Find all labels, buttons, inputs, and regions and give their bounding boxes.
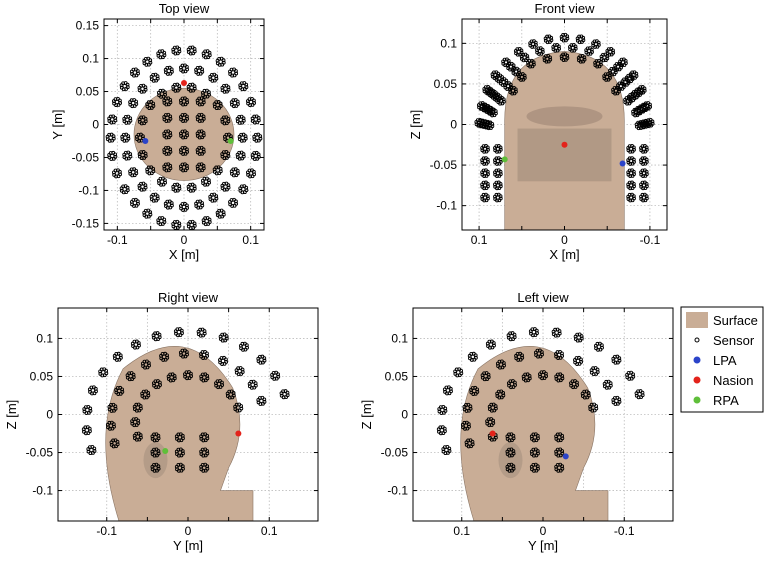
x-tick-label: 0	[185, 524, 192, 538]
x-tick-label: -0.1	[107, 233, 128, 247]
nasion-dot	[693, 376, 701, 384]
head-render-left	[436, 327, 645, 521]
rpa-dot	[693, 396, 701, 404]
y-tick-label: 0	[92, 118, 99, 132]
x-axis-label: X [m]	[549, 247, 579, 262]
x-axis-label: Y [m]	[528, 538, 558, 553]
legend-label: Nasion	[713, 373, 753, 388]
panel-title: Left view	[517, 290, 569, 305]
nasion-marker	[561, 141, 568, 148]
panel-title: Right view	[158, 290, 219, 305]
y-tick-label: 0	[46, 408, 53, 422]
lpa-marker	[562, 453, 569, 460]
panel-title: Top view	[159, 1, 210, 16]
y-tick-label: -0.1	[78, 183, 99, 197]
y-tick-label: 0.05	[385, 369, 409, 383]
y-tick-label: 0.05	[76, 85, 100, 99]
y-tick-label: -0.15	[72, 216, 100, 230]
lpa-dot	[693, 356, 701, 364]
panel-top: -0.1 0 0.1 0.15 0.1 0.05 0 -0.05 -0.1 -0.15 Top vi…	[50, 1, 265, 262]
y-tick-label: -0.1	[436, 199, 457, 213]
legend-label: LPA	[713, 353, 737, 368]
y-tick-label: -0.05	[381, 446, 409, 460]
sensor-circle	[694, 337, 700, 343]
y-axis-label: Z [m]	[359, 400, 374, 430]
rpa-marker	[501, 156, 508, 163]
scalp-surface	[133, 87, 235, 181]
y-tick-label: 0.05	[30, 369, 54, 383]
x-tick-label: -0.1	[640, 233, 661, 247]
rpa-marker	[227, 137, 234, 144]
nasion-marker	[235, 430, 242, 437]
rpa-marker	[162, 448, 169, 455]
y-tick-label: -0.05	[26, 446, 54, 460]
x-axis-label: Y [m]	[173, 538, 203, 553]
y-tick-label: 0	[450, 118, 457, 132]
lpa-marker	[619, 160, 626, 167]
face-features	[517, 128, 612, 182]
ear	[498, 442, 523, 479]
y-axis-label: Y [m]	[50, 109, 65, 139]
lpa-marker	[142, 137, 149, 144]
legend-label: Surface	[713, 313, 758, 328]
y-axis-label: Z [m]	[408, 110, 423, 140]
x-tick-label: 0	[181, 233, 188, 247]
x-tick-label: 0.1	[471, 233, 488, 247]
x-tick-label: -0.1	[614, 524, 635, 538]
ear	[143, 442, 168, 479]
y-tick-label: 0.1	[440, 36, 457, 50]
y-tick-label: -0.05	[72, 150, 100, 164]
legend: Surface Sensor LPA Nasion RPA	[680, 306, 764, 413]
panel-front: 0.1 0 -0.1 0.1 0.05 0 -0.05 -0.1 Front view X [m]…	[408, 1, 668, 262]
y-tick-label: 0.1	[36, 331, 53, 345]
panel-title: Front view	[535, 1, 596, 16]
y-tick-label: 0	[401, 408, 408, 422]
nasion-marker	[489, 430, 496, 437]
head-render-top	[105, 45, 263, 230]
legend-label: RPA	[713, 393, 739, 408]
panel-right: -0.1 0 0.1 0.1 0.05 0 -0.05 -0.1 Right view Y [m]…	[4, 290, 319, 553]
nasion-marker	[181, 79, 187, 86]
x-tick-label: 0.1	[242, 233, 259, 247]
panel-left: 0.1 0 -0.1 0.1 0.05 0 -0.05 -0.1 Left view Y [m] Z…	[359, 290, 674, 553]
y-tick-label: 0.1	[391, 331, 408, 345]
y-tick-label: 0.05	[434, 77, 458, 91]
y-axis-label: Z [m]	[4, 400, 19, 430]
y-tick-label: -0.05	[430, 158, 458, 172]
x-tick-label: 0.1	[261, 524, 278, 538]
x-tick-label: 0	[540, 524, 547, 538]
head-render-front	[474, 32, 655, 230]
x-axis-label: X [m]	[169, 247, 199, 262]
y-tick-label: -0.1	[32, 484, 53, 498]
head-render-right	[81, 327, 290, 521]
x-tick-label: 0.1	[453, 524, 470, 538]
x-tick-label: 0	[561, 233, 568, 247]
legend-label: Sensor	[713, 333, 755, 348]
y-tick-label: 0.1	[82, 52, 99, 66]
x-tick-label: -0.1	[96, 524, 117, 538]
surface-swatch	[686, 312, 708, 328]
grid-top	[104, 19, 264, 230]
y-tick-label: 0.15	[76, 19, 100, 33]
y-tick-label: -0.1	[387, 484, 408, 498]
